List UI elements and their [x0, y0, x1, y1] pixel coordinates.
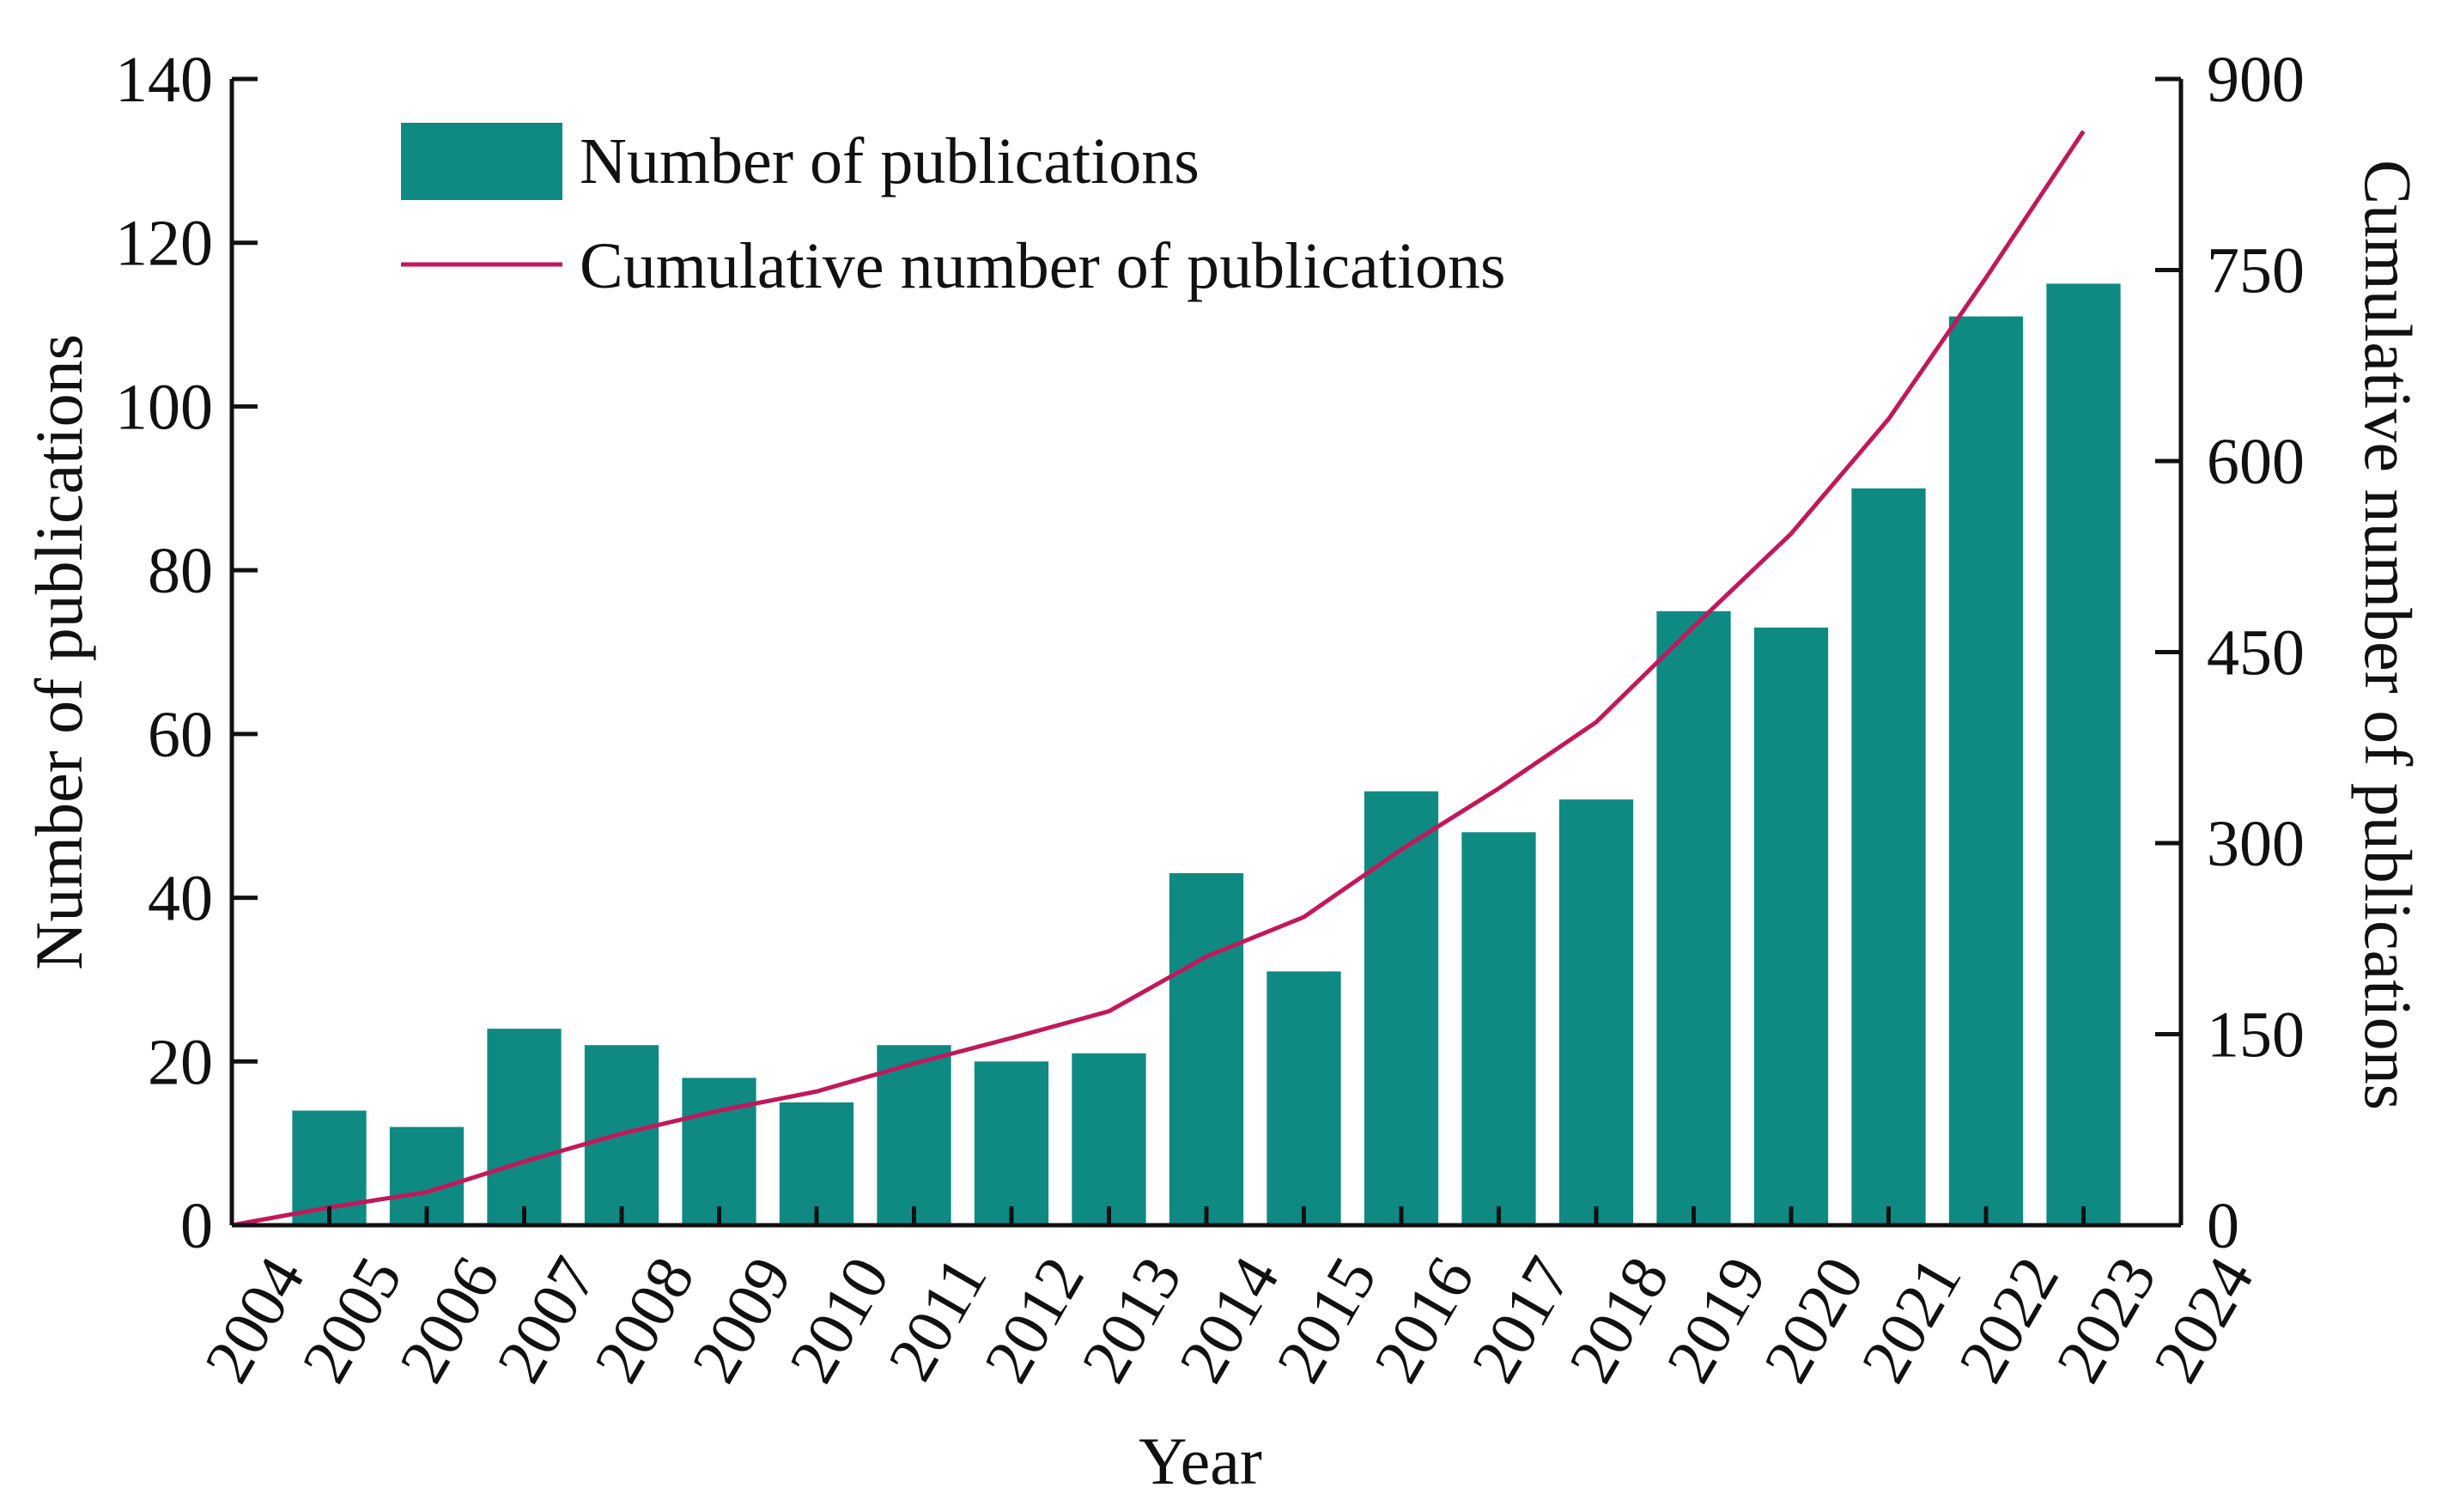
y-tick-label-20: 20 [148, 1026, 213, 1098]
y-tick-label-60: 60 [148, 699, 213, 771]
x-tick-label-2014: 2014 [1165, 1245, 1293, 1394]
x-tick-label-2008: 2008 [580, 1245, 708, 1394]
x-tick-label-2006: 2006 [386, 1245, 513, 1394]
y2-tick-label-0: 0 [2207, 1190, 2239, 1262]
y-axis-title: Number of publications [21, 334, 96, 970]
x-tick-label-2022: 2022 [1945, 1245, 2073, 1394]
legend-layer: Number of publications Cumulative number … [401, 123, 1506, 302]
bar-2015 [1266, 971, 1341, 1225]
x-tick-label-2020: 2020 [1750, 1245, 1878, 1394]
y-tick-label-140: 140 [115, 44, 213, 116]
x-axis-title: Year [1139, 1424, 1262, 1498]
y2-tick-label-900: 900 [2207, 44, 2305, 116]
bar-2016 [1364, 791, 1439, 1225]
y-tick-label-40: 40 [148, 863, 213, 935]
bar-2010 [779, 1102, 854, 1225]
y2-tick-label-750: 750 [2207, 235, 2305, 307]
legend-bar-swatch [401, 123, 562, 200]
x-tick-label-2021: 2021 [1848, 1245, 1976, 1394]
legend-line-label: Cumulative number of publications [580, 230, 1506, 302]
bar-2011 [877, 1045, 951, 1225]
bar-2018 [1558, 799, 1634, 1225]
x-tick-label-2015: 2015 [1263, 1245, 1391, 1394]
y-tick-label-120: 120 [115, 208, 213, 280]
y2-axis-title: Cumulative number of publications [2351, 160, 2426, 1110]
x-tick-label-2004: 2004 [191, 1245, 319, 1394]
x-tick-label-2010: 2010 [775, 1245, 903, 1394]
x-tick-label-2019: 2019 [1653, 1245, 1781, 1394]
y2-tick-label-300: 300 [2207, 808, 2305, 880]
x-tick-label-2009: 2009 [678, 1245, 806, 1394]
legend-bar-label: Number of publications [580, 125, 1200, 197]
bar-2012 [974, 1061, 1049, 1225]
y-tick-label-100: 100 [115, 371, 213, 443]
x-tick-label-2013: 2013 [1068, 1245, 1196, 1394]
cumulative-line [231, 130, 2086, 1228]
bar-2013 [1072, 1053, 1146, 1225]
x-tick-label-2007: 2007 [483, 1245, 611, 1394]
line-layer [231, 130, 2086, 1228]
bar-2019 [1656, 610, 1731, 1225]
bar-2021 [1851, 488, 1926, 1225]
bar-2009 [682, 1078, 756, 1225]
x-tick-label-2023: 2023 [2043, 1245, 2171, 1394]
bar-2023 [2046, 283, 2121, 1226]
bar-2022 [1948, 316, 2024, 1226]
x-tick-label-2017: 2017 [1458, 1245, 1586, 1394]
bars-layer [292, 283, 2121, 1226]
x-tick-label-2018: 2018 [1555, 1245, 1683, 1394]
y2-tick-label-600: 600 [2207, 426, 2305, 498]
bar-2020 [1753, 627, 1829, 1225]
bar-2014 [1169, 872, 1244, 1225]
x-tick-label-2012: 2012 [970, 1245, 1098, 1394]
x-tick-label-2016: 2016 [1360, 1245, 1488, 1394]
y2-tick-label-150: 150 [2207, 999, 2305, 1072]
bar-2017 [1461, 832, 1536, 1225]
y-tick-label-0: 0 [180, 1190, 213, 1262]
x-tick-label-2005: 2005 [289, 1245, 416, 1394]
bar-2007 [487, 1029, 562, 1225]
y2-tick-label-450: 450 [2207, 617, 2305, 689]
x-tick-label-2011: 2011 [874, 1245, 1000, 1392]
x-tick-label-2024: 2024 [2140, 1245, 2268, 1394]
y-tick-label-80: 80 [148, 535, 213, 607]
